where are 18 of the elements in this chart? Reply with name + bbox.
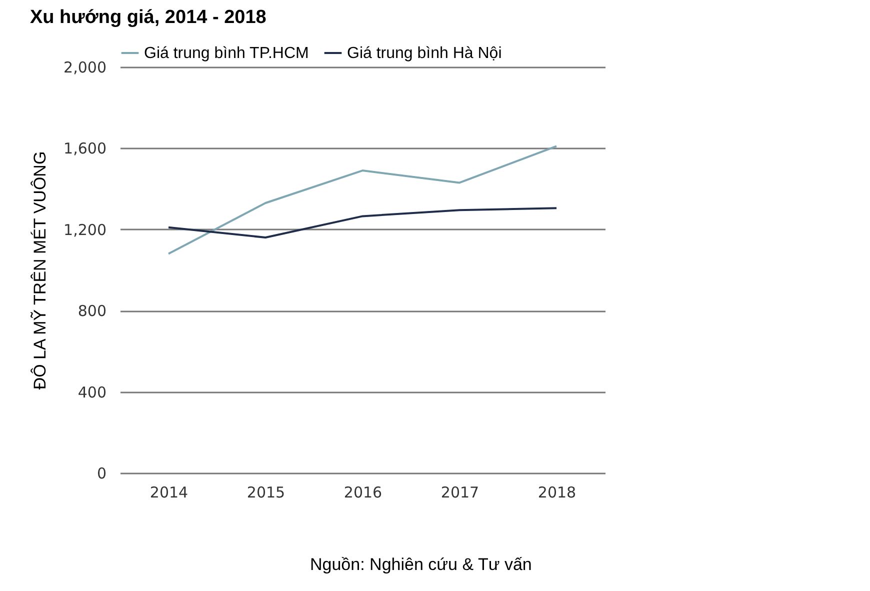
legend-label: Giá trung bình Hà Nội [347,45,502,62]
x-tick-label: 2016 [344,484,382,502]
line-series [168,207,558,239]
x-tick-label: 2014 [150,484,188,502]
x-tick-label: 2018 [538,484,576,502]
y-tick-label: 0 [96,464,106,482]
chart-title: Xu hướng giá, 2014 - 2018 [30,7,266,28]
x-tick-label: 2015 [246,484,286,502]
y-axis-title: ĐÔ LA MỸ TRÊN MÉT VUÔNG [30,151,50,390]
line-series [168,145,558,255]
text: Nguồn: Nghiên cứu & Tư vấn [310,555,532,575]
x-tick-label: 2017 [440,484,480,502]
y-tick-label: 400 [78,383,106,402]
y-tick-label: 2,000 [64,58,106,76]
legend-label: Giá trung bình TP.HCM [144,45,309,62]
y-tick-label: 1,200 [64,220,106,239]
y-tick-label: 1,600 [64,140,106,158]
y-tick-label: 800 [78,302,106,320]
